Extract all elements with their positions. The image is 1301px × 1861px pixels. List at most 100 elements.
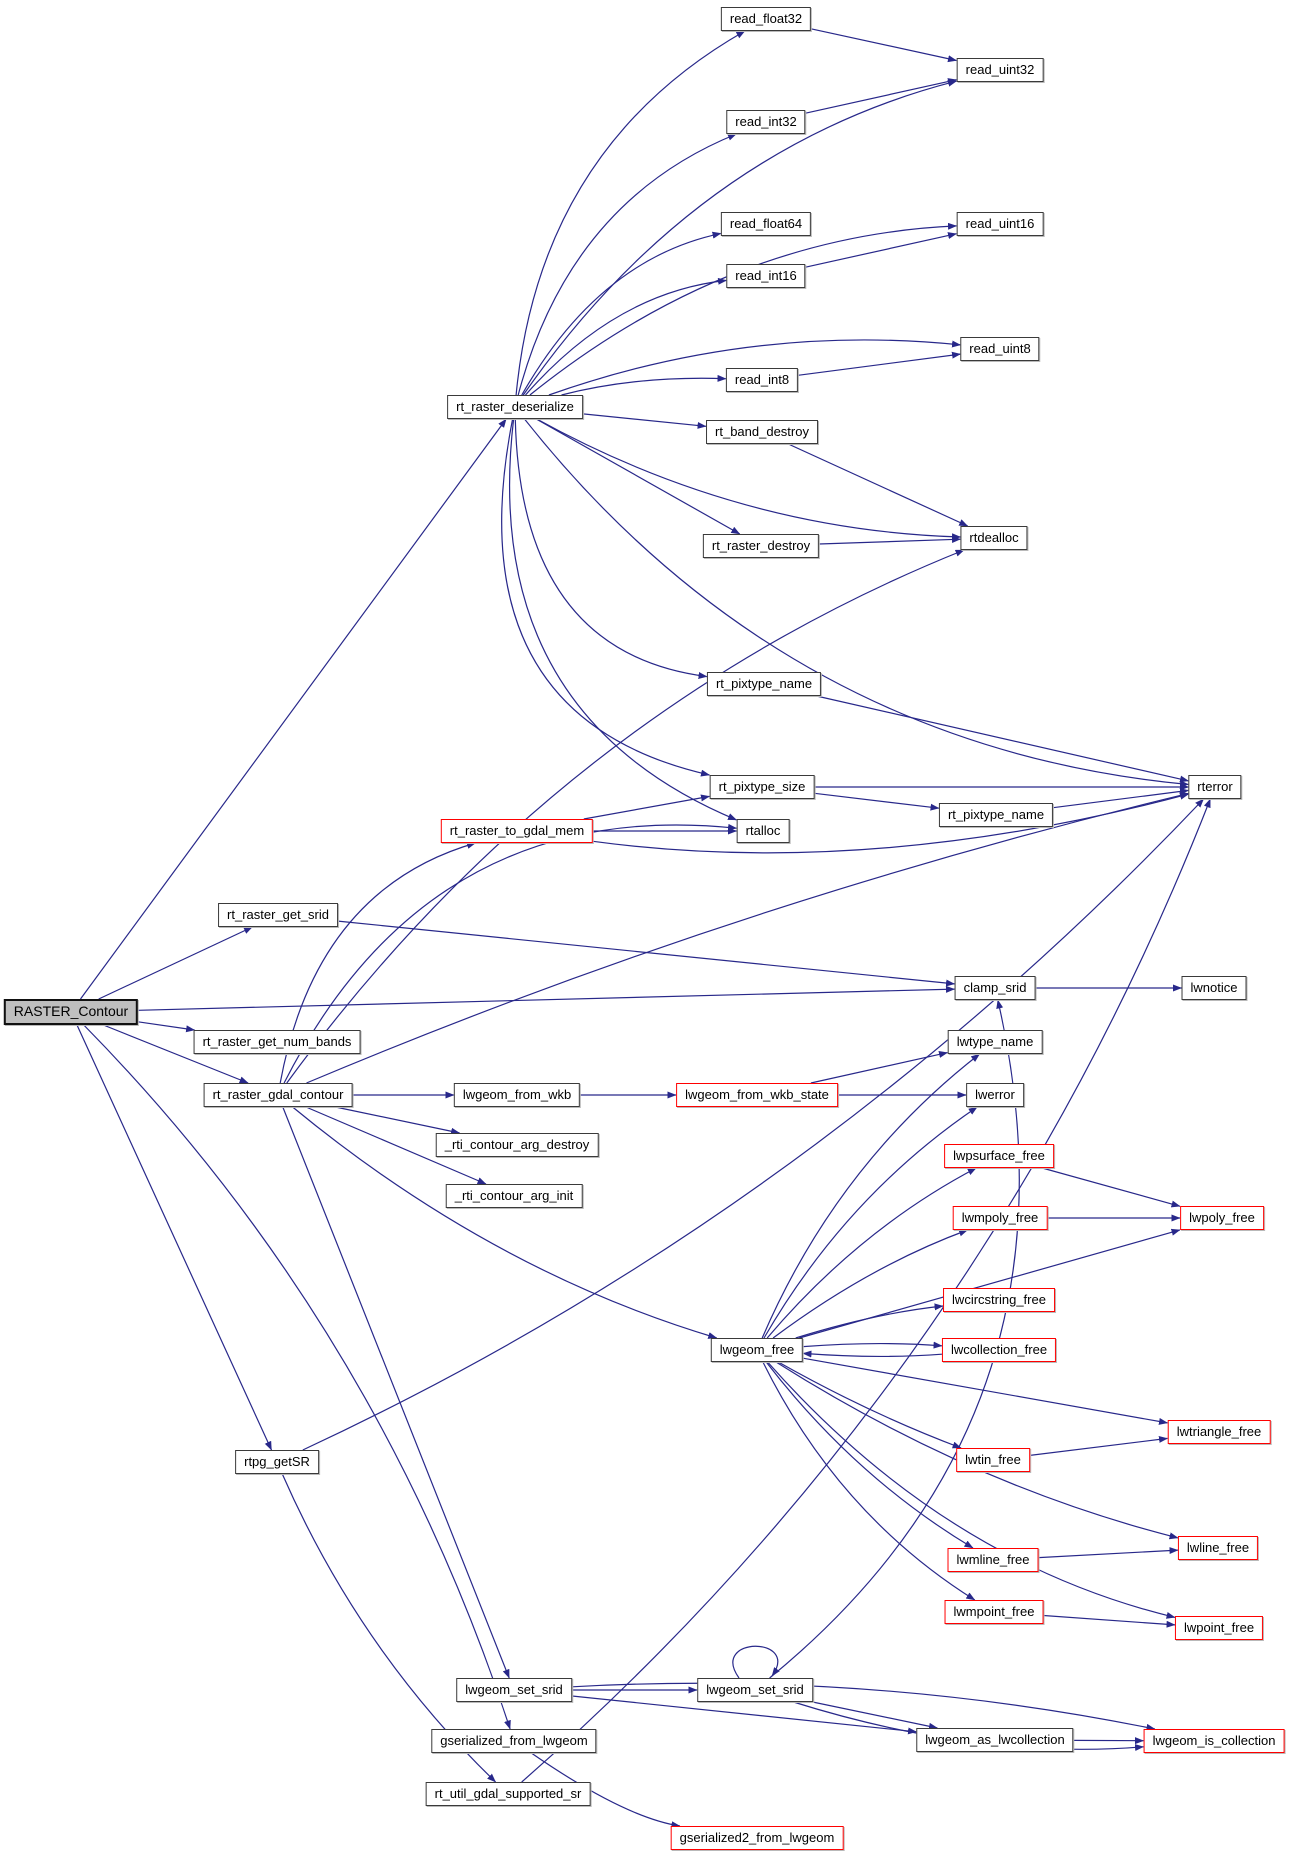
call-edge [762, 1361, 976, 1601]
call-edge [80, 418, 507, 1000]
graph-node-read_float64[interactable]: read_float64 [720, 212, 812, 236]
call-edge [1052, 788, 1189, 809]
graph-node-gserialized2_from_lwgeom[interactable]: gserialized2_from_lwgeom [670, 1826, 844, 1850]
graph-node-lwgeom_set_srid1[interactable]: lwgeom_set_srid [456, 1678, 572, 1702]
graph-node-lwtin_free[interactable]: lwtin_free [956, 1448, 1030, 1472]
call-edge [766, 1167, 977, 1339]
graph-node-raster_contour[interactable]: RASTER_Contour [3, 999, 139, 1025]
call-edge [514, 418, 708, 679]
call-edge [508, 418, 737, 821]
graph-node-read_uint8[interactable]: read_uint8 [960, 337, 1040, 361]
graph-node-lwcircstring_free[interactable]: lwcircstring_free [943, 1288, 1055, 1312]
call-edge [535, 418, 741, 535]
graph-node-read_int16[interactable]: read_int16 [726, 264, 806, 288]
graph-node-lwpoint_free[interactable]: lwpoint_free [1174, 1616, 1264, 1640]
graph-node-rt_raster_get_srid[interactable]: rt_raster_get_srid [218, 903, 338, 927]
graph-node-rt_util_gdal_supported_sr[interactable]: rt_util_gdal_supported_sr [425, 1782, 591, 1806]
graph-node-clamp_srid[interactable]: clamp_srid [954, 976, 1036, 1000]
graph-node-lwgeom_as_lwcollection[interactable]: lwgeom_as_lwcollection [916, 1728, 1074, 1752]
graph-node-lwgeom_set_srid2[interactable]: lwgeom_set_srid [697, 1678, 813, 1702]
call-edge [76, 1024, 273, 1451]
graph-node-lwgeom_from_wkb_state[interactable]: lwgeom_from_wkb_state [676, 1083, 838, 1107]
graph-node-rtalloc[interactable]: rtalloc [736, 819, 790, 843]
call-edge [816, 695, 1189, 783]
call-edge [306, 791, 1189, 1084]
call-edge [805, 78, 957, 114]
graph-node-gserialized_from_lwgeom[interactable]: gserialized_from_lwgeom [431, 1729, 597, 1753]
graph-node-rtdealloc[interactable]: rtdealloc [960, 526, 1028, 550]
graph-node-rt_pixtype_name2[interactable]: rt_pixtype_name [938, 803, 1054, 827]
call-edge [571, 1695, 917, 1735]
call-edge [772, 1229, 968, 1339]
call-edge [802, 1357, 1168, 1425]
call-edge [814, 792, 940, 811]
call-edge [305, 1106, 487, 1185]
graph-node-lwmline_free[interactable]: lwmline_free [947, 1548, 1039, 1572]
call-edge [582, 413, 707, 429]
graph-node-rt_band_destroy[interactable]: rt_band_destroy [706, 420, 818, 444]
call-edge [810, 28, 957, 63]
graph-node-read_uint16[interactable]: read_uint16 [956, 212, 1044, 236]
call-edge [761, 1053, 980, 1339]
graph-node-lwerror[interactable]: lwerror [966, 1083, 1024, 1107]
call-edge [137, 1021, 196, 1033]
graph-node-lwpsurface_free[interactable]: lwpsurface_free [944, 1144, 1054, 1168]
call-edge [769, 999, 1020, 1679]
call-edge [521, 798, 1211, 1783]
graph-node-rti_contour_arg_init[interactable]: _rti_contour_arg_init [445, 1184, 583, 1208]
call-edge [548, 339, 961, 396]
graph-node-lwmpoly_free[interactable]: lwmpoly_free [952, 1206, 1048, 1230]
graph-node-rt_pixtype_name1[interactable]: rt_pixtype_name [706, 672, 822, 696]
call-edge [571, 1682, 1156, 1731]
call-edge [103, 1024, 249, 1084]
graph-node-rt_raster_to_gdal_mem[interactable]: rt_raster_to_gdal_mem [440, 819, 594, 843]
graph-node-rt_raster_destroy[interactable]: rt_raster_destroy [702, 534, 820, 558]
graph-node-rt_raster_deserialize[interactable]: rt_raster_deserialize [447, 395, 583, 419]
graph-node-read_float32[interactable]: read_float32 [720, 7, 812, 31]
call-edge [1043, 1614, 1176, 1628]
call-edge [763, 1106, 978, 1339]
graph-node-lwtriangle_free[interactable]: lwtriangle_free [1167, 1420, 1271, 1444]
call-edge [292, 1106, 718, 1339]
call-edge [524, 418, 1189, 788]
call-edge [583, 794, 710, 820]
call-edge [137, 985, 955, 1011]
call-edge [795, 1303, 944, 1339]
call-edge [517, 133, 737, 396]
graph-node-rterror[interactable]: rterror [1188, 775, 1242, 799]
graph-node-rt_pixtype_size[interactable]: rt_pixtype_size [709, 775, 815, 799]
call-edge [515, 30, 746, 396]
call-edge [283, 823, 737, 1084]
graph-node-rt_raster_get_num_bands[interactable]: rt_raster_get_num_bands [193, 1030, 361, 1054]
call-edge [1042, 1167, 1181, 1208]
call-edge [530, 1752, 681, 1829]
graph-node-rti_contour_arg_destroy[interactable]: _rti_contour_arg_destroy [435, 1133, 599, 1157]
graph-node-lwline_free[interactable]: lwline_free [1177, 1536, 1259, 1560]
graph-node-lwcollection_free[interactable]: lwcollection_free [941, 1338, 1057, 1362]
graph-node-rt_raster_gdal_contour[interactable]: rt_raster_gdal_contour [203, 1083, 353, 1107]
graph-node-lwnotice[interactable]: lwnotice [1181, 976, 1247, 1000]
graph-node-lwtype_name[interactable]: lwtype_name [947, 1030, 1043, 1054]
call-edge [802, 1350, 943, 1358]
call-edge [799, 1228, 1181, 1339]
call-edge [83, 1024, 511, 1730]
call-edge [525, 277, 727, 396]
graph-node-lwgeom_free[interactable]: lwgeom_free [710, 1338, 804, 1362]
call-edge [732, 1645, 780, 1679]
graph-node-lwgeom_is_collection[interactable]: lwgeom_is_collection [1143, 1729, 1285, 1753]
graph-node-lwgeom_from_wkb[interactable]: lwgeom_from_wkb [453, 1083, 581, 1107]
call-edge [767, 1361, 1176, 1619]
call-edge [282, 1106, 510, 1679]
graph-node-lwmpoint_free[interactable]: lwmpoint_free [944, 1600, 1044, 1624]
call-edge [286, 549, 965, 1084]
call-edge [536, 418, 961, 541]
graph-node-read_int32[interactable]: read_int32 [726, 110, 806, 134]
graph-node-rtpg_getsr[interactable]: rtpg_getSR [235, 1450, 319, 1474]
call-edge [810, 1051, 948, 1084]
graph-node-read_int8[interactable]: read_int8 [725, 368, 799, 392]
graph-node-lwpoly_free[interactable]: lwpoly_free [1180, 1206, 1264, 1230]
call-edge [812, 1701, 938, 1730]
call-edge [337, 920, 955, 987]
graph-node-read_uint32[interactable]: read_uint32 [956, 58, 1044, 82]
